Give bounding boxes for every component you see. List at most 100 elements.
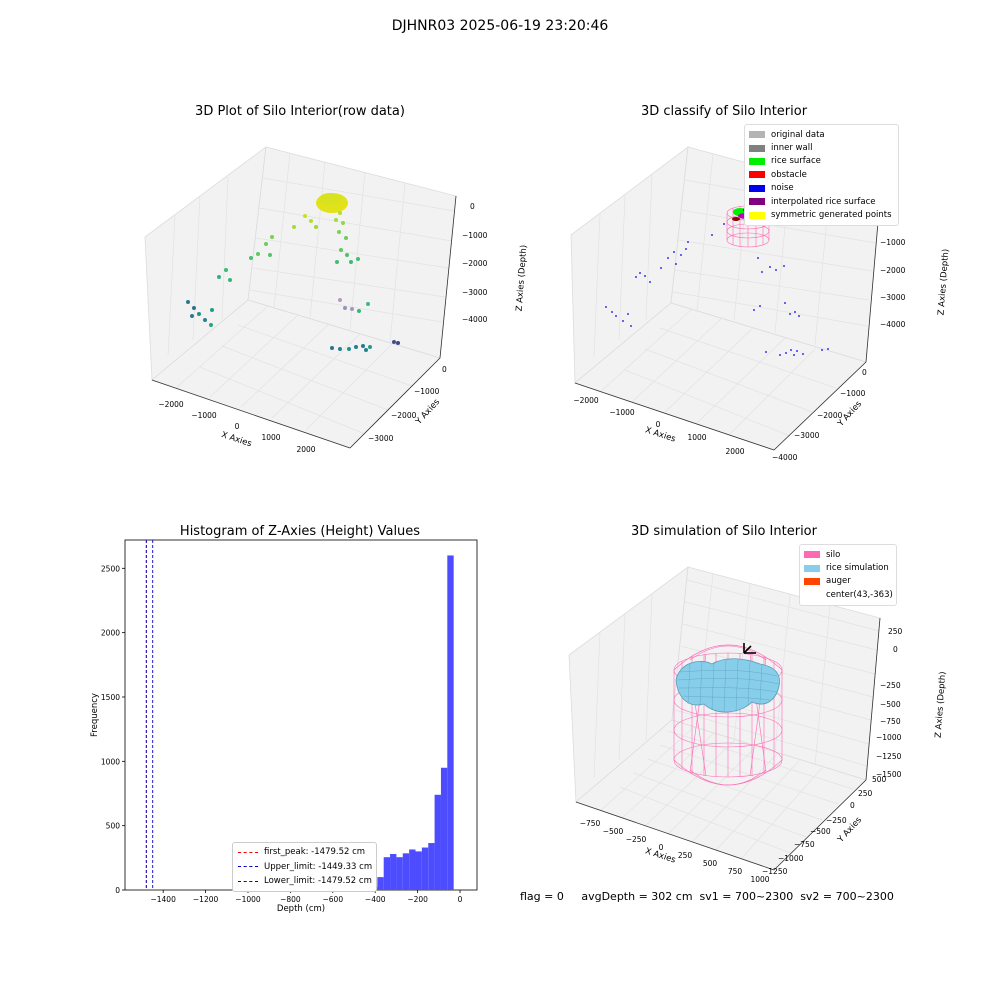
legend-item: silo [804, 548, 892, 561]
classify-x-axis-line [574, 382, 775, 451]
histogram-y-tick-label: 1000 [101, 757, 120, 766]
sim-rice-surface [675, 658, 780, 713]
histogram-vlines [145, 540, 154, 890]
sim-center-marker [743, 643, 756, 654]
sim-panel-title: 3D simulation of Silo Interior [631, 524, 817, 539]
classify-legend: original data inner wall rice surface ob… [744, 124, 899, 226]
legend-item: auger [804, 575, 892, 588]
raw-x-tick: −2000 [158, 400, 184, 409]
classify-x-tick: 2000 [725, 447, 744, 456]
legend-label: Upper_limit: -1449.33 cm [264, 861, 373, 872]
raw-points [186, 193, 400, 352]
legend-label: Lower_limit: -1479.52 cm [264, 876, 372, 887]
classify-panel-title: 3D classify of Silo Interior [640, 104, 808, 119]
legend-item: symmetric generated points [749, 208, 894, 221]
raw-x-tick: 1000 [261, 433, 280, 442]
histogram-bar [383, 857, 391, 890]
legend-item: noise [749, 182, 894, 195]
legend-swatch [804, 577, 820, 585]
histogram-title: Histogram of Z-Axies (Height) Values [179, 524, 421, 539]
sim-z-tick: 0 [893, 645, 898, 654]
legend-swatch [749, 184, 765, 192]
histogram-y-label: Frequency [90, 693, 100, 737]
classify-noise-points [605, 223, 829, 356]
sim-x-tick: −750 [580, 819, 601, 828]
sim-z-tick: −250 [880, 681, 901, 690]
histogram-bar [428, 843, 435, 890]
histogram-plot-area [124, 539, 478, 891]
raw-grid [167, 152, 455, 435]
sim-z-tick: −500 [880, 700, 901, 709]
status-footer: flag = 0 avgDepth = 302 cm sv1 = 700~230… [520, 890, 894, 903]
sim-z-tick: −750 [880, 717, 901, 726]
histogram-x-tick-label: −600 [323, 895, 344, 904]
classify-x-tick: −1000 [609, 408, 635, 417]
figure-title: DJHNR03 2025-06-19 23:20:46 [391, 18, 609, 34]
histogram-x-tick-label: −400 [365, 895, 386, 904]
histogram-bars [332, 555, 454, 890]
classify-y-tick: −2000 [817, 411, 843, 420]
histogram-bar [415, 851, 422, 890]
histogram-bar [409, 849, 416, 890]
sim-y-tick: −250 [826, 816, 847, 825]
sim-z-tick: 250 [888, 627, 903, 636]
histogram-y-ticks: 0 500 1000 1500 2000 2500 [101, 564, 125, 895]
classify-z-label: Z Axies (Depth) [937, 249, 952, 316]
legend-swatch [804, 564, 820, 572]
raw-z-tick: 0 [470, 202, 475, 211]
legend-item: original data [749, 128, 894, 141]
classify-x-tick: −2000 [573, 396, 599, 405]
legend-label: original data [771, 129, 825, 140]
sim-y-tick: −1250 [762, 867, 788, 876]
histogram-x-tick-label: −1000 [235, 895, 261, 904]
sim-x-tick: 750 [728, 867, 743, 876]
classify-grid [593, 153, 879, 437]
raw-z-tick: −4000 [462, 315, 488, 324]
raw-y-axis-line [349, 357, 441, 449]
raw-z-axis-line [439, 195, 457, 359]
raw-panel-title: 3D Plot of Silo Interior(row data) [195, 104, 405, 119]
sim-x-tick: −250 [626, 835, 647, 844]
raw-x-tick: 0 [235, 422, 240, 431]
classify-y-tick: −1000 [840, 389, 866, 398]
raw-x-tick: −1000 [191, 411, 217, 420]
sim-y-tick: −500 [810, 827, 831, 836]
classify-y-tick: −3000 [794, 431, 820, 440]
classify-x-tick: 0 [656, 420, 661, 429]
histogram-bar [402, 853, 410, 890]
legend-item: Upper_limit: -1449.33 cm [238, 860, 373, 875]
sim-x-tick: 250 [678, 851, 693, 860]
histogram-bar [396, 857, 403, 890]
histogram-y-tick-label: 0 [115, 886, 120, 895]
legend-label: inner wall [771, 143, 813, 154]
histogram-bar [434, 794, 441, 890]
classify-y-axis-line [773, 361, 867, 451]
classify-z-tick: −1000 [880, 238, 906, 247]
histogram-x-tick-label: −800 [280, 895, 301, 904]
legend-label: auger [826, 576, 851, 587]
histogram-x-tick-label: −200 [407, 895, 428, 904]
legend-swatch [749, 211, 765, 219]
legend-label: noise [771, 183, 794, 194]
sim-z-label: Z Axies (Depth) [934, 671, 949, 738]
sim-y-tick: −1000 [778, 854, 804, 863]
histogram-x-tick-label: −1400 [150, 895, 176, 904]
histogram-x-tick-label: −1200 [193, 895, 219, 904]
sim-legend: silo rice simulation auger center(43,-36… [799, 544, 897, 606]
histogram-y-tick-label: 2500 [101, 564, 120, 573]
legend-label: interpolated rice surface [771, 196, 876, 207]
histogram-x-label: Depth (cm) [277, 904, 325, 914]
classify-z-tick: −4000 [880, 320, 906, 329]
histogram-x-tick-label: 0 [458, 895, 463, 904]
legend-item: rice surface [749, 155, 894, 168]
classify-x-tick: 1000 [687, 433, 706, 442]
legend-label: rice simulation [826, 563, 889, 574]
sim-z-tick: −1250 [876, 752, 902, 761]
sim-z-tick: −1000 [876, 733, 902, 742]
legend-swatch [749, 157, 765, 165]
sim-x-tick: 0 [659, 843, 664, 852]
legend-line [238, 866, 258, 868]
